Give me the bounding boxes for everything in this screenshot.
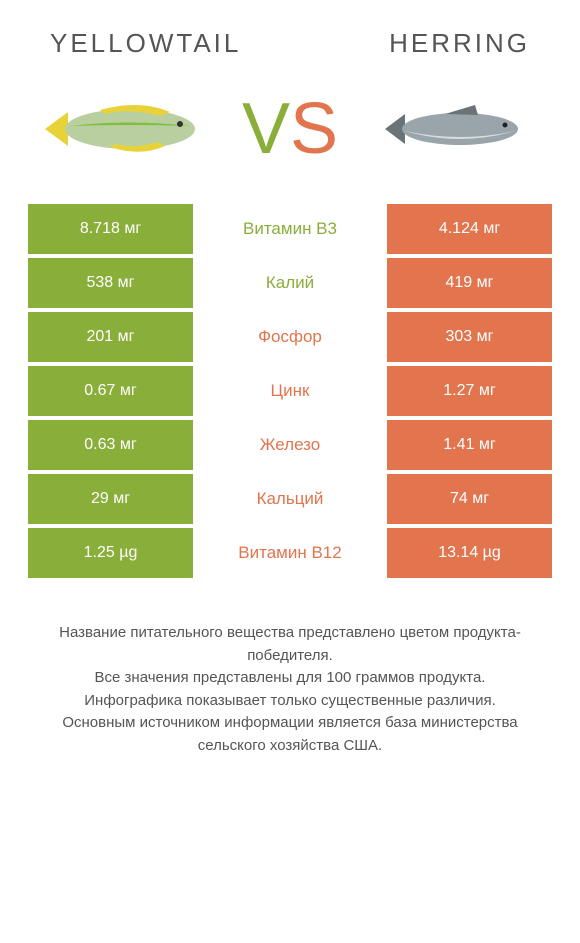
table-row: 1.25 µgВитамин B1213.14 µg <box>28 528 552 578</box>
nutrient-label: Фосфор <box>193 312 387 362</box>
right-value: 74 мг <box>387 474 552 524</box>
yellowtail-image <box>40 84 210 174</box>
right-value: 1.41 мг <box>387 420 552 470</box>
left-value: 538 мг <box>28 258 193 308</box>
hero: VS <box>0 74 580 204</box>
left-value: 0.63 мг <box>28 420 193 470</box>
right-value: 4.124 мг <box>387 204 552 254</box>
right-value: 303 мг <box>387 312 552 362</box>
vs-v: V <box>242 89 290 169</box>
table-row: 0.63 мгЖелезо1.41 мг <box>28 420 552 470</box>
vs-label: VS <box>242 88 338 170</box>
footer-line: Название питательного вещества представл… <box>30 622 550 667</box>
right-value: 1.27 мг <box>387 366 552 416</box>
right-title: HERRING <box>389 28 530 59</box>
nutrient-label: Железо <box>193 420 387 470</box>
nutrient-label: Калий <box>193 258 387 308</box>
nutrient-label: Витамин B12 <box>193 528 387 578</box>
comparison-table: 8.718 мгВитамин B34.124 мг538 мгКалий419… <box>0 204 580 578</box>
table-row: 538 мгКалий419 мг <box>28 258 552 308</box>
left-value: 29 мг <box>28 474 193 524</box>
footer-line: Все значения представлены для 100 граммо… <box>30 667 550 690</box>
right-value: 419 мг <box>387 258 552 308</box>
nutrient-label: Цинк <box>193 366 387 416</box>
footer-notes: Название питательного вещества представл… <box>0 582 580 757</box>
left-value: 1.25 µg <box>28 528 193 578</box>
left-title: YELLOWTAIL <box>50 28 241 59</box>
table-row: 201 мгФосфор303 мг <box>28 312 552 362</box>
table-row: 8.718 мгВитамин B34.124 мг <box>28 204 552 254</box>
left-value: 8.718 мг <box>28 204 193 254</box>
left-value: 0.67 мг <box>28 366 193 416</box>
right-value: 13.14 µg <box>387 528 552 578</box>
footer-line: Основным источником информации является … <box>30 712 550 757</box>
header: YELLOWTAIL HERRING <box>0 0 580 74</box>
nutrient-label: Витамин B3 <box>193 204 387 254</box>
table-row: 29 мгКальций74 мг <box>28 474 552 524</box>
left-value: 201 мг <box>28 312 193 362</box>
table-row: 0.67 мгЦинк1.27 мг <box>28 366 552 416</box>
vs-s: S <box>290 89 338 169</box>
nutrient-label: Кальций <box>193 474 387 524</box>
footer-line: Инфографика показывает только существенн… <box>30 690 550 713</box>
herring-image <box>370 84 540 174</box>
